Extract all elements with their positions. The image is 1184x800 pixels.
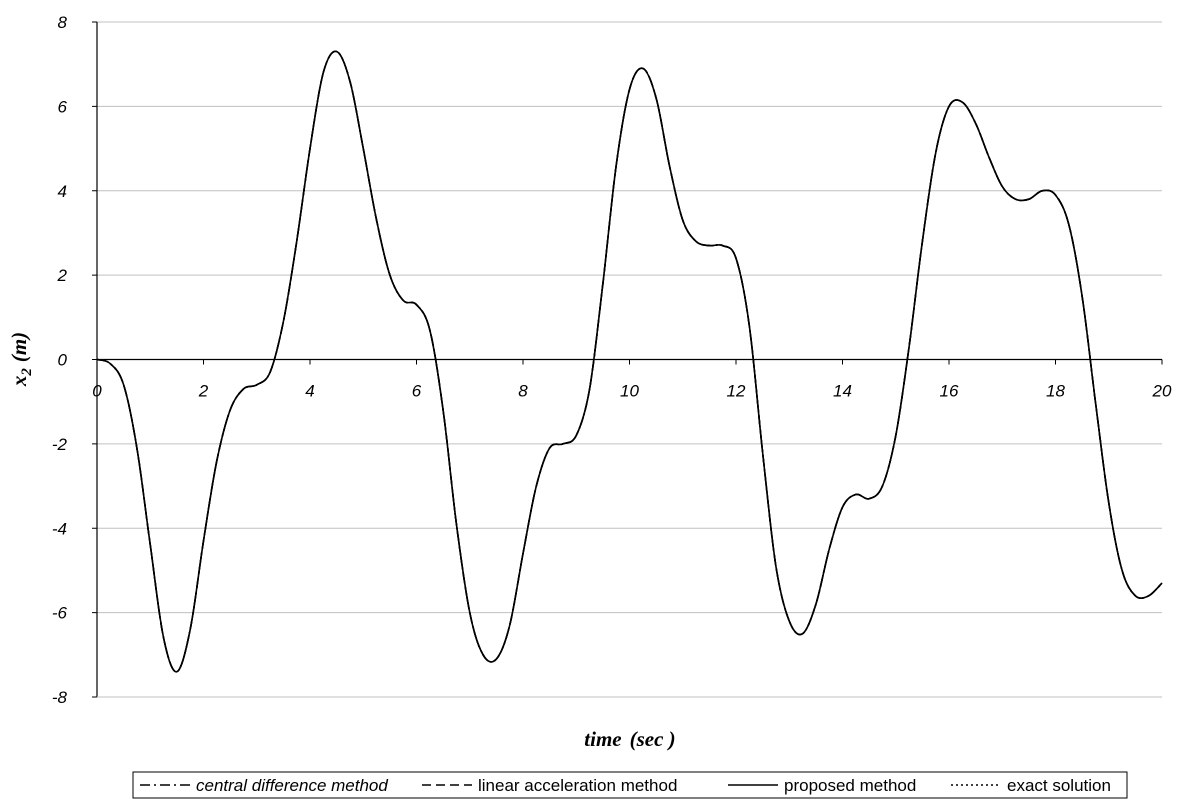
y-axis-label: x: [7, 376, 31, 388]
x-tick-label: 0: [92, 382, 102, 401]
y-tick-label: 4: [58, 182, 67, 201]
x-tick-label: 12: [727, 382, 746, 401]
x-tick-label: 18: [1046, 382, 1065, 401]
x-tick-label: 2: [198, 382, 209, 401]
x-tick-label: 14: [833, 382, 852, 401]
y-tick-label: -6: [52, 604, 68, 623]
y-tick-label: 0: [58, 351, 68, 370]
y-axis-unit: (m): [7, 332, 31, 362]
y-axis-subscript: 2: [19, 368, 35, 377]
y-tick-label: 8: [58, 13, 68, 32]
series-lines: [96, 50, 1163, 673]
legend-label: central difference method: [196, 776, 388, 795]
y-tick-label: 2: [57, 266, 68, 285]
y-axis-title: x2 (m): [7, 332, 35, 387]
x-tick-label: 8: [518, 382, 528, 401]
legend: central difference method linear accelera…: [132, 771, 1128, 799]
x-axis-unit: (sec ): [630, 727, 676, 751]
y-tick-label: -4: [52, 519, 67, 538]
y-tick-label: -2: [52, 435, 68, 454]
x-axis-title: time (sec ): [584, 727, 675, 751]
legend-label: proposed method: [784, 776, 916, 795]
x-tick-label: 10: [620, 382, 639, 401]
x-tick-label: 20: [1152, 382, 1172, 401]
series-line-3: [96, 50, 1163, 673]
legend-label: exact solution: [1007, 776, 1111, 795]
y-tick-label: -8: [52, 688, 68, 707]
y-tick-labels: -8 -6 -4 -2 0 2 4 6 8: [52, 13, 97, 707]
x-tick-label: 16: [940, 382, 959, 401]
x-axis-label: time: [584, 727, 621, 751]
x-tick-labels: 0 2 4 6 8 10 12 14 16 18 20: [92, 359, 1172, 401]
y-tick-label: 6: [58, 97, 68, 116]
x-tick-label: 6: [412, 382, 422, 401]
x-tick-label: 4: [305, 382, 314, 401]
legend-label: linear acceleration method: [478, 776, 677, 795]
